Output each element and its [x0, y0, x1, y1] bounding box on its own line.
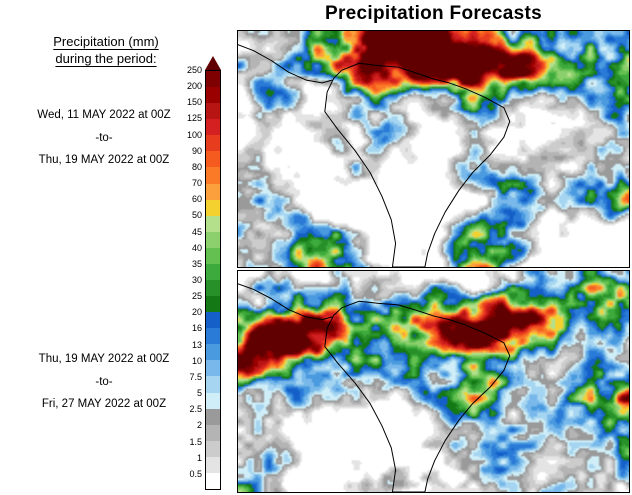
colorbar-band [206, 119, 220, 136]
colorbar-band [206, 392, 220, 409]
colorbar-band [206, 247, 220, 264]
period-2-start: Thu, 19 MAY 2022 at 00Z [38, 353, 170, 365]
colorbar-band [206, 296, 220, 313]
colorbar-band [206, 472, 220, 490]
colorbar-tick-label: 25 [191, 291, 202, 302]
colorbar-band [206, 151, 220, 168]
colorbar-tick-label: 70 [191, 178, 202, 189]
south-america-coastline [238, 271, 629, 492]
legend-heading-line1: Precipitation (mm) [53, 34, 159, 49]
colorbar-band [206, 456, 220, 473]
colorbar-bands [205, 70, 221, 490]
page-title: Precipitation Forecasts [324, 3, 543, 24]
map-panel-period-1 [237, 30, 630, 268]
period-1-separator: -to- [95, 131, 113, 144]
colorbar-band [206, 328, 220, 345]
period-1-start: Wed, 11 MAY 2022 at 00Z [37, 109, 171, 121]
colorbar-tick-label: 10 [191, 355, 202, 366]
colorbar-band [206, 87, 220, 104]
colorbar-band [206, 199, 220, 216]
period-2-label: Thu, 19 MAY 2022 at 00Z -to- Fri, 27 MAY… [4, 353, 204, 422]
period-2-end: Fri, 27 MAY 2022 at 00Z [41, 398, 167, 410]
colorbar-tick-label: 200 [186, 81, 202, 92]
precipitation-colorbar: 250 200 150 125 100 90 80 70 60 50 45 40 35 30 25 20 16 1… [168, 56, 222, 490]
colorbar-tick-label: 2 [196, 420, 202, 431]
colorbar-tick-label: 50 [191, 210, 202, 221]
colorbar-tick-label: 5 [196, 388, 202, 399]
colorbar-tick-label: 35 [191, 258, 202, 269]
colorbar-tick-label: 90 [191, 145, 202, 156]
map-panel-period-2 [237, 270, 630, 493]
period-1-label: Wed, 11 MAY 2022 at 00Z -to- Thu, 19 MAY… [4, 109, 204, 178]
colorbar-tick-label: 13 [191, 339, 202, 350]
colorbar-tick-label: 30 [191, 275, 202, 285]
colorbar-tick-label: 0.5 [189, 468, 202, 479]
colorbar-tick-label: 1.5 [189, 436, 202, 447]
colorbar-band [206, 167, 220, 184]
colorbar-tick-label: 60 [191, 194, 202, 205]
colorbar-tick-label: 16 [191, 323, 202, 334]
colorbar-band [206, 440, 220, 457]
colorbar-band [206, 135, 220, 152]
legend-heading-line2: during the period: [55, 50, 157, 66]
colorbar-tick-label: 1 [196, 452, 202, 463]
colorbar-band [206, 312, 220, 329]
colorbar-band [206, 183, 220, 200]
colorbar-tick-label: 2.5 [189, 404, 202, 415]
precipitation-map-period-2 [238, 271, 629, 492]
colorbar-tick-label: 150 [186, 97, 202, 108]
colorbar-band [206, 263, 220, 281]
colorbar-tick-label: 80 [191, 161, 202, 172]
period-1-end: Thu, 19 MAY 2022 at 00Z [38, 154, 170, 166]
colorbar-tick-label: 20 [191, 307, 202, 318]
colorbar-band [206, 344, 220, 361]
colorbar-band [206, 424, 220, 441]
colorbar-tick-label: 125 [186, 113, 202, 124]
legend-heading: Precipitation (mm) during the period: [8, 34, 204, 68]
period-2-separator: -to- [95, 375, 113, 388]
colorbar-band [206, 280, 220, 297]
colorbar-band [206, 215, 220, 232]
colorbar-band [206, 231, 220, 248]
colorbar-band [206, 71, 220, 88]
colorbar-tick-label: 100 [186, 129, 202, 140]
colorbar-tick-label: 7.5 [189, 371, 202, 382]
colorbar-band [206, 103, 220, 120]
colorbar-band [206, 408, 220, 425]
colorbar-tick-label: 250 [186, 65, 202, 75]
south-america-coastline [238, 31, 629, 267]
colorbar-band [206, 376, 220, 393]
precipitation-map-period-1 [238, 31, 629, 267]
colorbar-tick-label: 45 [191, 226, 202, 237]
colorbar-band [206, 360, 220, 377]
colorbar-overflow-arrow-icon [205, 56, 221, 70]
colorbar-tick-label: 40 [191, 242, 202, 253]
